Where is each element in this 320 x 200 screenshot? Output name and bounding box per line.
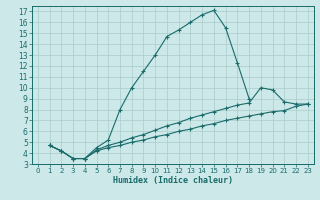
X-axis label: Humidex (Indice chaleur): Humidex (Indice chaleur): [113, 176, 233, 185]
